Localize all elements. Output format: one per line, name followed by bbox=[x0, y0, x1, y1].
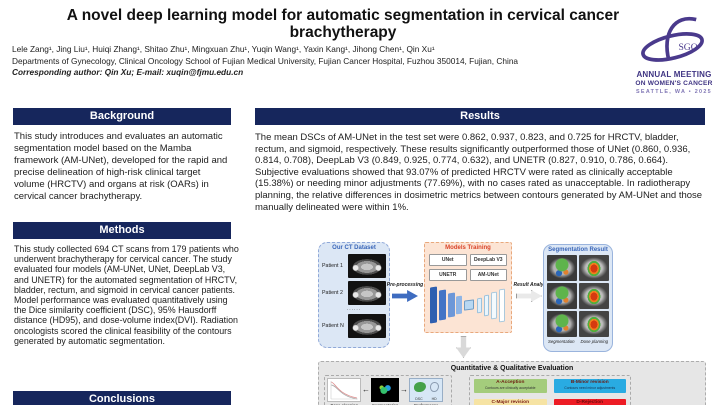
right-arrow-icon: → bbox=[400, 385, 408, 394]
encoder-layer bbox=[439, 289, 446, 321]
bottleneck-block bbox=[464, 299, 474, 311]
encoder-layer bbox=[448, 292, 455, 318]
poster-title: A novel deep learning model for automati… bbox=[66, 7, 620, 41]
model-box-unet: UNet bbox=[429, 254, 467, 266]
segmentation-image bbox=[547, 311, 577, 337]
rating-sublabel: Contours are clinically acceptable bbox=[484, 386, 536, 390]
encoder-layer bbox=[456, 295, 462, 315]
result-analysis-label: Result Analysis bbox=[513, 282, 551, 288]
conclusions-section-header: Conclusions bbox=[13, 391, 231, 405]
segmentation-image bbox=[547, 255, 577, 281]
model-box-amunet: AM-UNet bbox=[469, 269, 507, 281]
segmentation-result-grid bbox=[547, 255, 609, 337]
segmentation-contour-image bbox=[371, 378, 399, 402]
rating-box-rejection: D-Rejection Contours are clinically unac… bbox=[553, 399, 626, 405]
performance-mini: DSC HD Performance bbox=[409, 378, 443, 405]
segmentation-result-title: Segmentation Result bbox=[548, 247, 608, 253]
logo-location-line: SEATTLE, WA • 2025 bbox=[636, 89, 712, 95]
logo-cancer-line: ON WOMEN'S CANCER bbox=[635, 80, 713, 87]
rating-box-major-revision: C-Major revision Contours need major adj… bbox=[474, 399, 547, 405]
logo-meeting-line: ANNUAL MEETING bbox=[636, 70, 712, 79]
dataset-ellipsis: ...... bbox=[346, 306, 362, 312]
segmentation-column-label: Segmentation bbox=[548, 339, 575, 344]
neural-network-diagram bbox=[429, 284, 507, 328]
dvh-plot-image bbox=[327, 378, 361, 402]
segmentation-result-panel: Segmentation Result Segmentation Dose pl… bbox=[543, 244, 613, 352]
dose-planning-image bbox=[579, 255, 609, 281]
ct-scan-image bbox=[348, 281, 386, 305]
background-section-header: Background bbox=[13, 108, 231, 125]
patient-label: Patient N bbox=[322, 323, 344, 329]
corresponding-author-line: Corresponding author: Qin Xu; E-mail: xu… bbox=[12, 67, 244, 77]
hd-label: HD bbox=[431, 397, 437, 401]
affiliation-line: Departments of Gynecology, Clinical Onco… bbox=[12, 56, 519, 66]
performance-metrics-image: DSC HD bbox=[409, 378, 443, 402]
rating-label: D-Rejection bbox=[576, 400, 604, 405]
dsc-shape-icon bbox=[413, 382, 426, 392]
rating-sublabel: Contours need minor adjustments bbox=[564, 386, 616, 390]
ct-scan-image bbox=[348, 314, 386, 338]
ct-dataset-title: Our CT Dataset bbox=[332, 245, 376, 251]
segmentation-image bbox=[547, 283, 577, 309]
quantitative-evaluation-group: Dose planning ← Segmentation → DSC HD Pe… bbox=[324, 375, 452, 405]
patient-row: Patient 2 bbox=[322, 281, 386, 305]
models-training-title: Models Training bbox=[445, 245, 491, 251]
evaluation-flow-arrow-icon bbox=[456, 336, 471, 358]
authors-line: Lele Zang¹, Jing Liu¹, Huiqi Zhang¹, Shi… bbox=[12, 44, 435, 54]
decoder-layer bbox=[499, 288, 505, 323]
ct-scan-image bbox=[348, 254, 386, 278]
sgo-acronym: SGO bbox=[678, 42, 697, 53]
segmentation-mini-label: Segmentation bbox=[372, 403, 399, 405]
methods-section-header: Methods bbox=[13, 222, 231, 239]
dsc-label: DSC bbox=[415, 397, 423, 401]
patient-label: Patient 1 bbox=[322, 263, 343, 269]
decoder-layer bbox=[491, 291, 497, 320]
preprocessing-arrow-icon bbox=[392, 290, 418, 302]
sgo-logo: SGO ANNUAL MEETING ON WOMEN'S CANCER SEA… bbox=[630, 14, 718, 95]
model-grid: UNet DeepLab V3 UNETR AM-UNet bbox=[429, 254, 507, 281]
patient-row: Patient 1 bbox=[322, 254, 386, 278]
background-section-body: This study introduces and evaluates an a… bbox=[14, 131, 228, 202]
decoder-layer bbox=[484, 294, 489, 317]
ct-dataset-panel: Our CT Dataset Patient 1 Patient 2 .....… bbox=[318, 242, 390, 348]
decoder-layer bbox=[477, 297, 482, 314]
dose-planning-column-label: Dose planning bbox=[580, 339, 608, 344]
results-section-header: Results bbox=[255, 108, 705, 125]
rating-label: C-Major revision bbox=[491, 400, 530, 405]
dose-planning-mini-label: Dose planning bbox=[330, 403, 357, 405]
evaluation-panel: Quantitative & Qualitative Evaluation Do… bbox=[318, 361, 706, 405]
dose-planning-mini: Dose planning bbox=[327, 378, 361, 405]
metric-tags: DSC HD bbox=[415, 397, 436, 401]
preprocessing-label: Pre-processing bbox=[386, 282, 424, 288]
segmentation-mini: Segmentation bbox=[371, 378, 399, 405]
dose-planning-image bbox=[579, 283, 609, 309]
dose-planning-image bbox=[579, 311, 609, 337]
qualitative-rating-group: A-Acception Contours are clinically acce… bbox=[469, 375, 631, 405]
result-analysis-arrow-icon bbox=[516, 290, 542, 302]
methods-section-body: This study collected 694 CT scans from 1… bbox=[14, 244, 239, 346]
patient-label: Patient 2 bbox=[322, 290, 343, 296]
models-training-panel: Models Training UNet DeepLab V3 UNETR AM… bbox=[424, 242, 512, 333]
evaluation-title: Quantitative & Qualitative Evaluation bbox=[450, 365, 574, 372]
rating-label: A-Acception bbox=[496, 380, 525, 385]
model-box-unetr: UNETR bbox=[429, 269, 467, 281]
rating-label: B-Minor revision bbox=[570, 380, 609, 385]
rating-box-minor-revision: B-Minor revision Contours need minor adj… bbox=[553, 379, 626, 393]
patient-row: Patient N bbox=[322, 314, 386, 338]
model-box-deeplab: DeepLab V3 bbox=[469, 254, 507, 266]
left-arrow-icon: ← bbox=[362, 385, 370, 394]
encoder-layer bbox=[430, 286, 437, 324]
results-section-body: The mean DSCs of AM-UNet in the test set… bbox=[255, 132, 703, 213]
hd-shape-icon bbox=[429, 382, 439, 392]
sgo-swirl-icon: SGO bbox=[641, 16, 704, 62]
rating-box-acception: A-Acception Contours are clinically acce… bbox=[474, 379, 547, 393]
performance-mini-label: Performance bbox=[414, 403, 439, 405]
segmentation-result-labels: Segmentation Dose planning bbox=[547, 339, 609, 344]
